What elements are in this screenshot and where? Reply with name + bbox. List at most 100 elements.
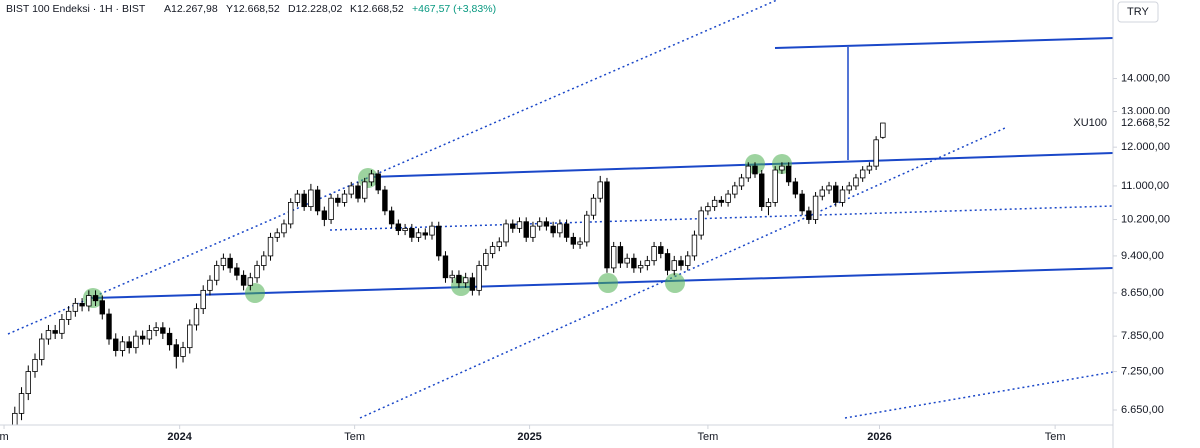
candle-body xyxy=(119,341,126,351)
candle-body xyxy=(274,232,280,238)
candle-body xyxy=(523,221,529,238)
candle-body xyxy=(388,210,395,225)
candle-body xyxy=(536,221,543,227)
ohlc-change: +467,57 (+3,83%) xyxy=(412,3,496,15)
candle-body xyxy=(772,169,778,203)
candle-body xyxy=(422,232,428,236)
candle-body xyxy=(510,223,516,229)
candle-body xyxy=(99,300,105,315)
time-axis xyxy=(0,425,1113,448)
candle-body xyxy=(193,308,200,326)
candle-body xyxy=(79,302,85,307)
candle-body xyxy=(126,341,132,349)
x-tick-label: Tem xyxy=(1045,431,1066,443)
candle-body xyxy=(368,173,375,183)
x-tick-label: Tem xyxy=(344,431,365,443)
candle-body xyxy=(415,232,422,238)
dotted-trendline xyxy=(329,205,1114,231)
candle-body xyxy=(52,330,58,334)
candle-body xyxy=(530,225,536,238)
candle-body xyxy=(685,255,691,266)
candle-body xyxy=(348,185,354,195)
last-price-label: 12.668,52 xyxy=(1121,117,1170,129)
y-tick-label: 14.000,00 xyxy=(1121,72,1170,84)
ohlc-high: Y12.668,52 xyxy=(226,3,280,15)
y-tick-label: 7.850,00 xyxy=(1121,330,1164,342)
candle-body xyxy=(180,347,186,357)
candle-body xyxy=(819,189,826,197)
plot-area xyxy=(7,0,1114,435)
candle-body xyxy=(200,289,206,310)
candle-body xyxy=(436,225,442,257)
candle-body xyxy=(139,335,146,340)
candle-body xyxy=(738,177,745,187)
y-tick-label: 9.400,00 xyxy=(1121,250,1164,262)
candle-body xyxy=(301,193,307,208)
symbol-name: BIST 100 Endeksi · 1H · BIST xyxy=(6,3,146,15)
candle-body xyxy=(489,246,496,254)
candle-body xyxy=(187,324,193,349)
candle-body xyxy=(563,223,570,238)
candle-body xyxy=(375,173,381,191)
candle-body xyxy=(590,197,597,216)
candle-body xyxy=(866,165,873,171)
candle-body xyxy=(65,310,72,320)
candle-body xyxy=(853,177,859,187)
candle-body xyxy=(314,189,321,212)
candle-body xyxy=(362,181,368,199)
candle-body xyxy=(752,165,758,175)
dotted-trendline xyxy=(844,371,1114,419)
candle-body xyxy=(745,165,751,179)
candle-body xyxy=(113,338,119,351)
candle-body xyxy=(718,199,725,203)
candle-body xyxy=(469,277,476,291)
candle-body xyxy=(705,206,711,212)
candle-body xyxy=(732,185,738,195)
candle-body xyxy=(779,165,785,171)
candle-body xyxy=(261,255,267,266)
candle-body xyxy=(496,241,503,247)
candle-body xyxy=(207,279,213,291)
candle-body xyxy=(462,277,469,284)
candle-body xyxy=(812,195,819,220)
candle-body xyxy=(637,265,644,269)
candle-body xyxy=(355,185,361,199)
y-tick-label: 11.000,00 xyxy=(1121,180,1169,192)
candle-body xyxy=(213,265,220,281)
candle-body xyxy=(247,277,254,286)
candle-body xyxy=(658,246,664,254)
candle-body xyxy=(294,193,301,203)
ohlc-low: D12.228,02 xyxy=(288,3,342,15)
candle-body xyxy=(833,185,839,203)
y-tick-label: 7.250,00 xyxy=(1121,365,1164,377)
candle-body xyxy=(873,139,879,167)
candle-body xyxy=(631,257,637,269)
candle-body xyxy=(321,210,328,220)
candle-body xyxy=(395,223,402,231)
candle-body xyxy=(644,260,651,266)
candle-body xyxy=(604,181,610,269)
candle-body xyxy=(153,327,159,331)
candle-body xyxy=(220,257,227,266)
candle-body xyxy=(86,295,92,307)
candle-body xyxy=(597,181,603,199)
candle-body xyxy=(483,253,489,266)
ohlc-close: K12.668,52 xyxy=(350,3,404,15)
candle-body xyxy=(240,274,247,286)
candle-body xyxy=(664,253,671,271)
ohlc-open: A12.267,98 xyxy=(164,3,218,15)
candle-body xyxy=(39,338,45,360)
candle-body xyxy=(691,234,698,257)
candle-body xyxy=(92,295,99,302)
y-tick-label: 8.650,00 xyxy=(1121,287,1164,299)
candle-body xyxy=(792,181,799,195)
candle-body xyxy=(671,260,677,271)
candle-body xyxy=(725,193,731,203)
candle-body xyxy=(341,193,348,203)
candle-body xyxy=(429,225,435,236)
candle-body xyxy=(106,313,112,340)
candle-body xyxy=(160,327,166,334)
touch-point xyxy=(358,168,378,188)
candle-body xyxy=(25,371,31,394)
